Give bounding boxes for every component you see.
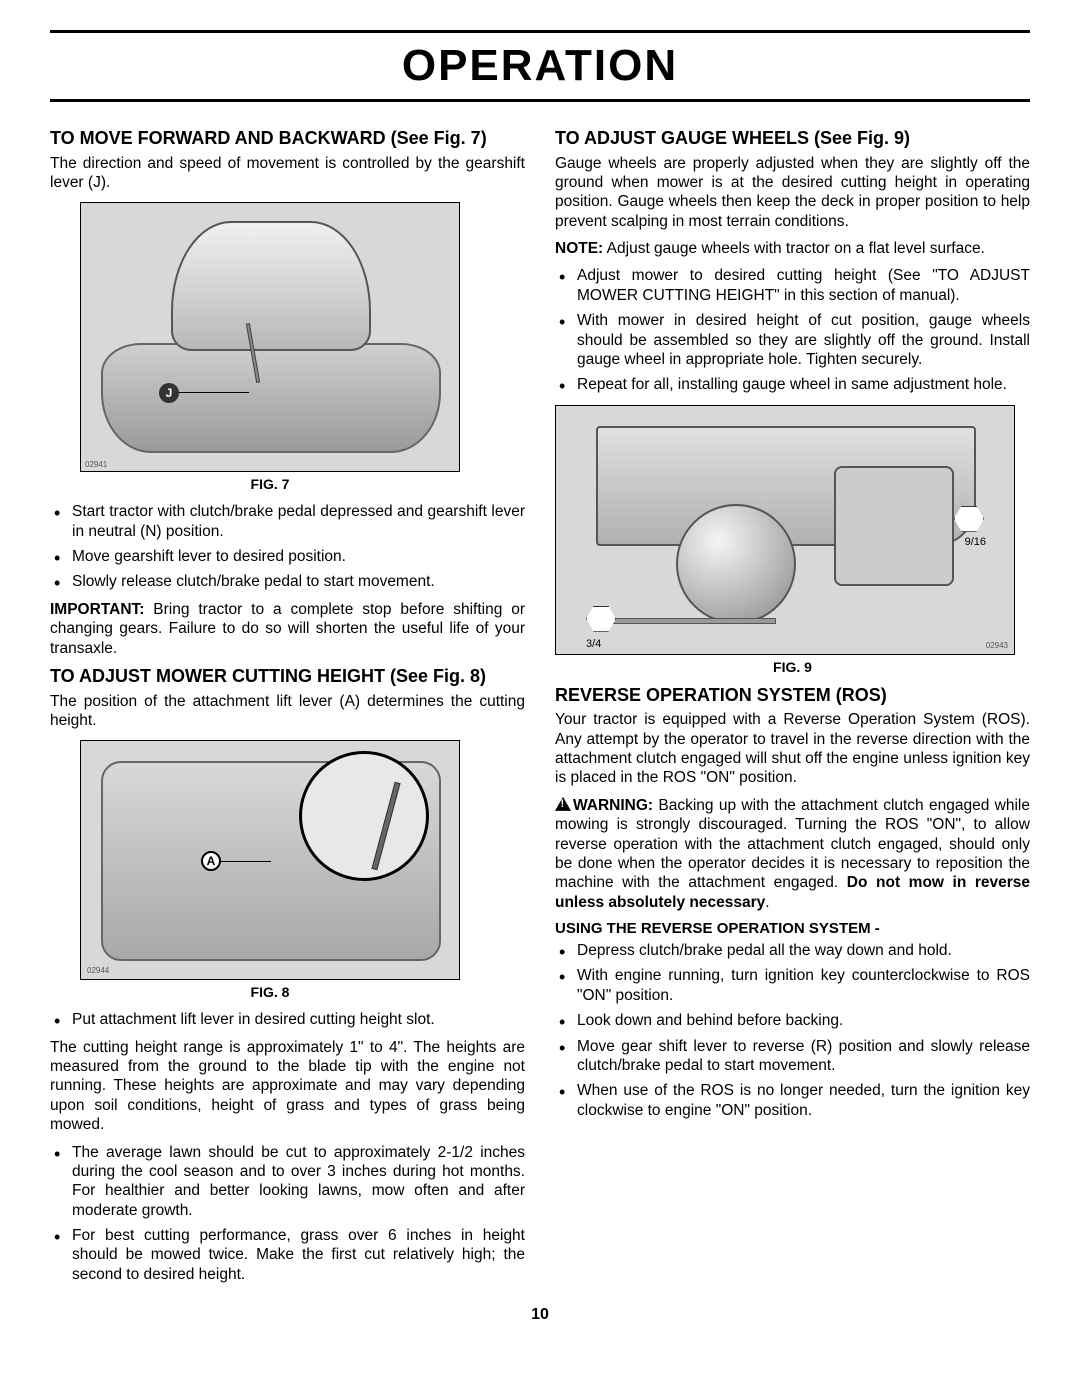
list-item: When use of the ROS is no longer needed,… — [577, 1081, 1030, 1120]
list-item: Adjust mower to desired cutting height (… — [577, 266, 1030, 305]
detail-circle — [299, 751, 429, 881]
page-number: 10 — [50, 1306, 1030, 1324]
list-item: Put attachment lift lever in desired cut… — [72, 1010, 525, 1029]
intro-text-ros: Your tractor is equipped with a Reverse … — [555, 710, 1030, 788]
warning-block: WARNING: Backing up with the attachment … — [555, 796, 1030, 912]
bullet-list-gauge-wheels: Adjust mower to desired cutting height (… — [555, 266, 1030, 394]
two-column-layout: TO MOVE FORWARD AND BACKWARD (See Fig. 7… — [50, 122, 1030, 1292]
right-column: TO ADJUST GAUGE WHEELS (See Fig. 9) Gaug… — [555, 122, 1030, 1292]
figure-9-caption: FIG. 9 — [555, 659, 1030, 675]
intro-text-cutting-height: The position of the attachment lift leve… — [50, 692, 525, 731]
figure-8-caption: FIG. 8 — [80, 984, 460, 1000]
note-gauge-wheels: NOTE: Adjust gauge wheels with tractor o… — [555, 239, 1030, 258]
bullet-list-cutting-1: Put attachment lift lever in desired cut… — [50, 1010, 525, 1029]
figure-7: J 02941 — [80, 202, 460, 472]
cutting-height-range-paragraph: The cutting height range is approximatel… — [50, 1038, 525, 1135]
intro-text-gauge-wheels: Gauge wheels are properly adjusted when … — [555, 154, 1030, 232]
bullet-list-cutting-2: The average lawn should be cut to approx… — [50, 1143, 525, 1285]
wrench-size-1: 3/4 — [586, 638, 601, 650]
gauge-wheel-shape — [676, 504, 796, 624]
warning-label: WARNING: — [573, 797, 653, 814]
bolt-shape — [596, 618, 776, 624]
important-label: IMPORTANT: — [50, 601, 144, 618]
list-item: Start tractor with clutch/brake pedal de… — [72, 502, 525, 541]
left-column: TO MOVE FORWARD AND BACKWARD (See Fig. 7… — [50, 122, 525, 1292]
important-note: IMPORTANT: Bring tractor to a complete s… — [50, 600, 525, 658]
callout-line — [179, 392, 249, 393]
figure-code: 02944 — [87, 966, 109, 975]
list-item: Slowly release clutch/brake pedal to sta… — [72, 572, 525, 591]
list-item: For best cutting performance, grass over… — [72, 1226, 525, 1284]
wrench-size-2: 9/16 — [965, 536, 986, 548]
list-item: The average lawn should be cut to approx… — [72, 1143, 525, 1221]
figure-8: A 02944 — [80, 740, 460, 980]
list-item: Move gearshift lever to desired position… — [72, 547, 525, 566]
list-item: With mower in desired height of cut posi… — [577, 311, 1030, 369]
list-item: Move gear shift lever to reverse (R) pos… — [577, 1037, 1030, 1076]
tractor-seat-shape — [171, 221, 371, 351]
section-heading-gauge-wheels: TO ADJUST GAUGE WHEELS (See Fig. 9) — [555, 128, 1030, 150]
list-item: Repeat for all, installing gauge wheel i… — [577, 375, 1030, 394]
page-title: OPERATION — [50, 30, 1030, 102]
list-item: Depress clutch/brake pedal all the way d… — [577, 941, 1030, 960]
warning-tail: . — [765, 894, 769, 911]
mounting-plate-shape — [834, 466, 954, 586]
sub-heading-using-ros: USING THE REVERSE OPERATION SYSTEM - — [555, 920, 1030, 937]
tractor-base-shape — [101, 343, 441, 453]
figure-code: 02943 — [986, 641, 1008, 650]
intro-text-forward-backward: The direction and speed of movement is c… — [50, 154, 525, 193]
figure-code: 02941 — [85, 460, 107, 469]
figure-7-caption: FIG. 7 — [80, 476, 460, 492]
list-item: With engine running, turn ignition key c… — [577, 966, 1030, 1005]
note-label: NOTE: — [555, 240, 603, 257]
figure-9: 3/4 9/16 02943 — [555, 405, 1015, 655]
section-heading-forward-backward: TO MOVE FORWARD AND BACKWARD (See Fig. 7… — [50, 128, 525, 150]
list-item: Look down and behind before backing. — [577, 1011, 1030, 1030]
bullet-list-forward-backward: Start tractor with clutch/brake pedal de… — [50, 502, 525, 592]
section-heading-cutting-height: TO ADJUST MOWER CUTTING HEIGHT (See Fig.… — [50, 666, 525, 688]
warning-triangle-icon — [555, 797, 571, 811]
section-heading-ros: REVERSE OPERATION SYSTEM (ROS) — [555, 685, 1030, 707]
callout-line — [221, 861, 271, 862]
bullet-list-ros: Depress clutch/brake pedal all the way d… — [555, 941, 1030, 1120]
hex-nut-icon — [586, 606, 616, 632]
note-text-body: Adjust gauge wheels with tractor on a fl… — [603, 240, 985, 257]
